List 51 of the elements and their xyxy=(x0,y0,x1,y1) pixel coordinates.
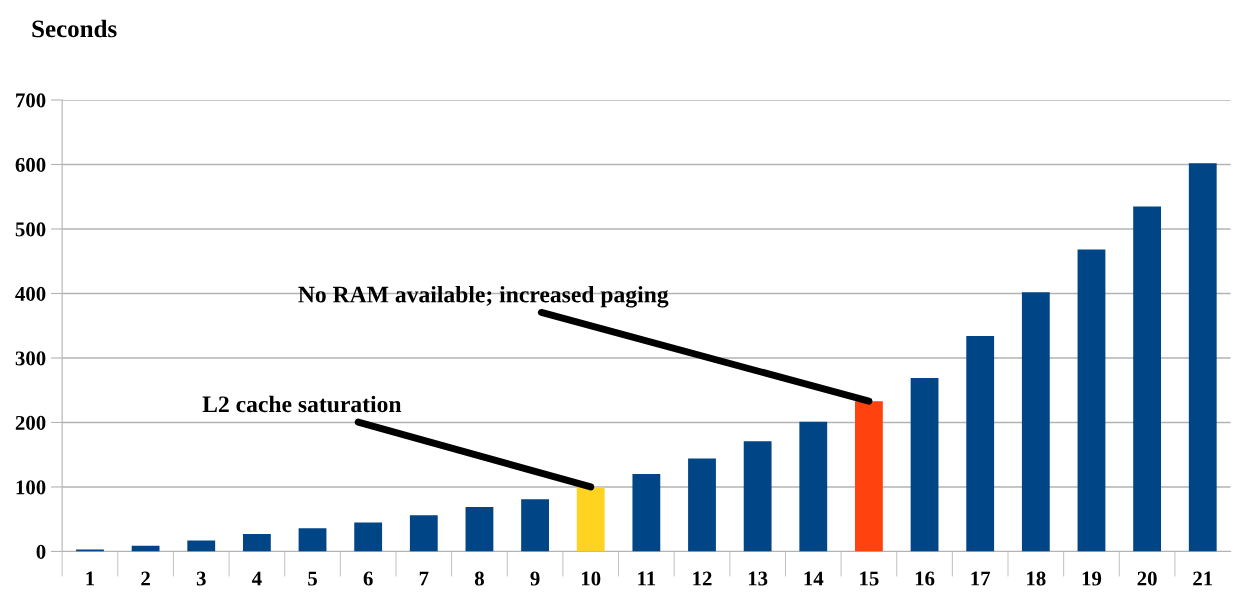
x-tick-label: 6 xyxy=(363,571,373,586)
bar xyxy=(576,486,605,552)
bar xyxy=(1021,292,1050,552)
y-tick-label: 100 xyxy=(16,480,46,495)
bar xyxy=(1077,249,1106,552)
x-tick-label: 1 xyxy=(86,571,95,586)
bar xyxy=(1133,206,1162,552)
x-tick-label: 18 xyxy=(1027,571,1046,586)
bar xyxy=(242,534,271,552)
x-tick-label: 7 xyxy=(419,571,429,586)
bar xyxy=(1188,163,1217,552)
x-tick-label: 16 xyxy=(915,571,935,586)
y-tick-label: 500 xyxy=(15,222,46,237)
annotation: L2 cache saturation xyxy=(202,395,402,413)
x-tick-label: 13 xyxy=(748,571,768,586)
bar xyxy=(743,441,772,552)
bar xyxy=(187,540,216,552)
x-tick-label: 11 xyxy=(638,571,656,586)
y-tick-label: 0 xyxy=(36,544,46,559)
x-tick-label: 4 xyxy=(251,571,262,586)
x-tick-label: 19 xyxy=(1082,571,1102,586)
bar xyxy=(855,401,883,552)
x-tick-label: 20 xyxy=(1137,571,1157,586)
x-tick-label: 9 xyxy=(530,571,540,586)
bar xyxy=(521,499,549,552)
x-tick-label: 10 xyxy=(581,571,601,586)
chart-title: Seconds xyxy=(32,19,117,38)
x-tick-label: 8 xyxy=(474,571,484,586)
x-tick-label: 15 xyxy=(860,571,879,586)
x-tick-label: 2 xyxy=(141,571,150,586)
bar xyxy=(910,377,939,552)
bar xyxy=(799,421,828,552)
bar xyxy=(354,522,383,552)
bar xyxy=(298,528,327,552)
bar xyxy=(409,515,438,552)
y-tick-label: 600 xyxy=(15,157,46,172)
y-tick-label: 400 xyxy=(15,286,46,301)
x-tick-label: 3 xyxy=(196,571,206,586)
x-tick-label: 17 xyxy=(971,571,991,586)
x-tick-label: 14 xyxy=(804,571,824,586)
bar xyxy=(465,506,494,552)
bar xyxy=(688,458,716,552)
annotation: No RAM available; increased paging xyxy=(298,285,669,308)
bar xyxy=(966,336,995,552)
bar xyxy=(632,474,661,552)
y-tick-label: 200 xyxy=(15,415,46,430)
x-tick-label: 5 xyxy=(308,571,317,586)
x-tick-label: 12 xyxy=(693,571,712,586)
x-tick-label: 21 xyxy=(1193,571,1213,586)
y-tick-label: 300 xyxy=(15,351,46,366)
y-tick-label: 700 xyxy=(16,93,46,108)
